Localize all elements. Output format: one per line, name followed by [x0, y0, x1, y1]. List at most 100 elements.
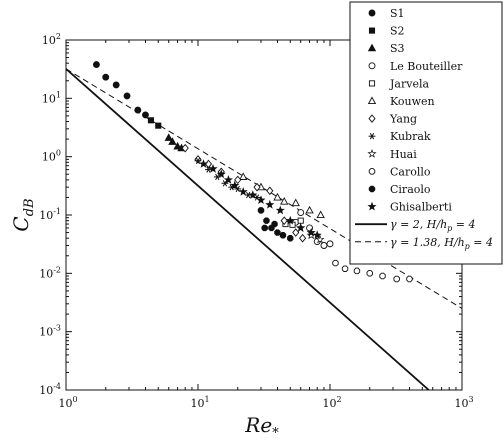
data-point-le-bouteiller [326, 240, 334, 248]
data-point-ghisalberti [312, 230, 322, 240]
data-point-s1 [112, 81, 120, 89]
legend-marker-kubrak [368, 133, 376, 140]
data-point-jarvela [289, 221, 296, 228]
data-point-ghisalberti [238, 186, 248, 196]
x-tick-label: 101 [190, 395, 209, 410]
legend-marker-yang [368, 114, 376, 123]
data-point-ghisalberti [285, 215, 295, 225]
legend-marker-s2 [368, 27, 376, 34]
reference-line-1 [65, 68, 430, 391]
y-tick-label: 10-3 [39, 324, 61, 339]
data-point-jarvela [297, 217, 304, 224]
legend-label-kouwen: Kouwen [390, 95, 435, 108]
data-point-yang [299, 233, 307, 243]
y-tick-label: 10-1 [39, 207, 61, 222]
data-point-kouwen [305, 205, 314, 214]
data-point-s2 [155, 122, 162, 129]
y-tick-label: 10-4 [39, 382, 61, 397]
data-point-ghisalberti [208, 164, 218, 173]
data-point-carollo [341, 265, 349, 272]
data-point-kouwen [291, 198, 300, 207]
x-axis-title: Re* [244, 413, 279, 441]
legend-box [349, 1, 503, 265]
data-point-kouwen [280, 197, 289, 205]
legend-marker-le-bouteiller [368, 62, 376, 70]
data-point-kouwen [239, 172, 248, 180]
data-point-kouwen [316, 210, 325, 219]
x-tick-label: 103 [454, 395, 473, 410]
legend-marker-carollo [368, 168, 376, 175]
data-point-kouwen [273, 192, 282, 201]
legend-marker-ghisalberti [367, 201, 377, 211]
data-point-yang [194, 155, 202, 164]
legend-label-ciraolo: Ciraolo [390, 183, 431, 196]
data-point-ghisalberti [256, 195, 266, 205]
data-point-le-bouteiller [297, 209, 305, 217]
data-point-ghisalberti [198, 159, 209, 168]
data-point-yang [292, 228, 300, 237]
data-point-yang [234, 175, 242, 185]
y-tick-label: 10-2 [39, 265, 61, 280]
data-point-kubrak [221, 180, 229, 187]
data-point-s1 [142, 111, 149, 119]
legend-label-s3: S3 [390, 42, 405, 55]
data-point-ciraolo [257, 207, 265, 214]
legend-label-s2: S2 [390, 25, 405, 38]
data-point-yang [181, 143, 189, 153]
legend-marker-kouwen [367, 96, 377, 105]
svg-text:CdB: CdB [9, 198, 37, 231]
legend-label-line-2: γ = 1.38, H/hp = 4 [390, 236, 493, 251]
legend-marker-s1 [368, 9, 376, 17]
data-point-huai [315, 234, 325, 244]
data-point-s1 [92, 61, 100, 68]
data-point-ciraolo [274, 229, 281, 236]
data-point-carollo [353, 267, 361, 275]
data-point-le-bouteiller [320, 242, 328, 249]
data-point-kubrak [194, 157, 202, 164]
legend-label-line-1: γ = 2, H/hp = 4 [390, 218, 476, 233]
data-point-s2 [147, 117, 154, 124]
legend-label-huai: Huai [390, 148, 417, 161]
legend-marker-huai [367, 148, 377, 158]
data-point-carollo [393, 275, 400, 283]
x-tick-label: 102 [322, 395, 341, 410]
legend: S1 S2 S3 Le Bouteiller Jarvela Kouwen Yang Kubr… [349, 1, 503, 265]
data-point-yang [204, 159, 213, 169]
data-point-ciraolo [263, 217, 270, 224]
data-point-s1 [123, 92, 131, 100]
legend-label-s1: S1 [390, 7, 405, 20]
y-tick-label: 100 [42, 149, 61, 164]
data-point-yang [266, 186, 274, 196]
y-axis-title: CdB [9, 198, 37, 231]
legend-label-jarvela: Jarvela [389, 77, 429, 90]
data-point-s3 [168, 137, 177, 145]
data-point-ghisalberti [275, 205, 285, 215]
data-points [92, 61, 413, 283]
data-point-ghisalberti [230, 180, 240, 190]
legend-label-yang: Yang [389, 113, 417, 126]
data-point-carollo [332, 259, 339, 267]
legend-label-carollo: Carollo [390, 165, 431, 178]
data-point-ghisalberti [296, 223, 306, 232]
data-point-carollo [406, 275, 413, 283]
data-point-ghisalberti [306, 227, 316, 237]
data-point-ciraolo [287, 234, 294, 242]
data-point-ghisalberti [248, 190, 258, 199]
data-point-ciraolo [271, 220, 278, 228]
legend-label-ghisalberti: Ghisalberti [390, 201, 452, 214]
data-point-s3 [164, 133, 173, 141]
data-point-ciraolo [279, 232, 287, 239]
data-point-ghisalberti [223, 175, 233, 184]
legend-label-le-bouteiller: Le Bouteiller [390, 60, 463, 73]
legend-label-kubrak: Kubrak [390, 130, 431, 143]
data-point-ciraolo [261, 224, 268, 232]
y-tick-label: 102 [42, 32, 61, 47]
data-point-yang [253, 182, 261, 192]
data-point-ghisalberti [265, 199, 275, 209]
data-point-s1 [102, 73, 110, 81]
data-point-carollo [379, 272, 386, 280]
data-point-carollo [366, 270, 373, 277]
data-point-ghisalberti [216, 169, 226, 179]
data-point-s3 [173, 141, 182, 150]
